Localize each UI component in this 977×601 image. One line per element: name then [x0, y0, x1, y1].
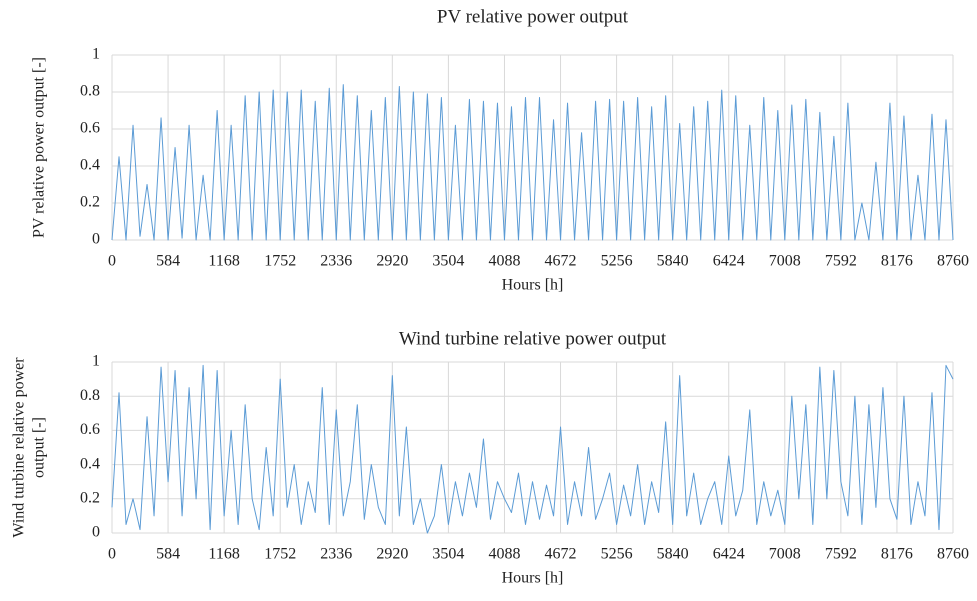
x-tick-label: 6424	[713, 546, 745, 563]
x-tick-label: 1168	[208, 546, 239, 563]
x-tick-label: 584	[156, 546, 180, 563]
data-line	[111, 84, 954, 241]
x-tick-label: 5840	[657, 546, 689, 563]
x-tick-label: 8760	[937, 253, 969, 270]
x-tick-label: 8176	[881, 253, 913, 270]
y-tick-label: 0.6	[80, 421, 100, 438]
x-tick-label: 0	[108, 253, 116, 270]
x-tick-label: 7008	[769, 253, 801, 270]
y-axis-title: PV relative power output [-]	[31, 57, 48, 238]
y-axis-title: output [-]	[31, 417, 48, 478]
x-tick-label: 4088	[488, 253, 520, 270]
x-tick-label: 1752	[264, 546, 296, 563]
x-tick-label: 1752	[264, 253, 296, 270]
x-tick-label: 6424	[713, 253, 745, 270]
x-tick-label: 2920	[376, 546, 408, 563]
x-tick-label: 3504	[432, 253, 464, 270]
chart-title: Wind turbine relative power output	[399, 328, 667, 349]
x-tick-label: 5840	[657, 253, 689, 270]
y-tick-label: 0.2	[80, 194, 100, 211]
x-tick-label: 584	[156, 253, 180, 270]
y-tick-label: 1	[92, 353, 100, 370]
x-tick-label: 4672	[545, 546, 577, 563]
x-tick-label: 4088	[488, 546, 520, 563]
y-tick-label: 0	[92, 231, 100, 248]
data-line	[111, 364, 954, 534]
x-tick-label: 0	[108, 546, 116, 563]
y-tick-label: 0.4	[80, 455, 100, 472]
x-tick-label: 4672	[545, 253, 577, 270]
x-tick-label: 7592	[825, 546, 857, 563]
x-axis-title: Hours [h]	[502, 277, 564, 294]
y-tick-label: 0.6	[80, 120, 100, 137]
x-axis-title: Hours [h]	[502, 570, 564, 587]
chart-title: PV relative power output	[437, 6, 629, 27]
y-tick-label: 0.8	[80, 387, 100, 404]
y-tick-label: 0.2	[80, 489, 100, 506]
x-tick-label: 7008	[769, 546, 801, 563]
x-tick-label: 7592	[825, 253, 857, 270]
y-axis-title: Wind turbine relative power	[11, 357, 28, 538]
x-tick-label: 3504	[432, 546, 464, 563]
x-tick-label: 2336	[320, 546, 352, 563]
x-tick-label: 2920	[376, 253, 408, 270]
x-tick-label: 8760	[937, 546, 969, 563]
x-tick-label: 2336	[320, 253, 352, 270]
y-tick-label: 0	[92, 524, 100, 541]
x-tick-label: 5256	[601, 253, 633, 270]
x-tick-label: 1168	[208, 253, 239, 270]
y-tick-label: 0.8	[80, 83, 100, 100]
x-tick-label: 8176	[881, 546, 913, 563]
x-tick-label: 5256	[601, 546, 633, 563]
y-tick-label: 1	[92, 46, 100, 63]
y-tick-label: 0.4	[80, 157, 100, 174]
